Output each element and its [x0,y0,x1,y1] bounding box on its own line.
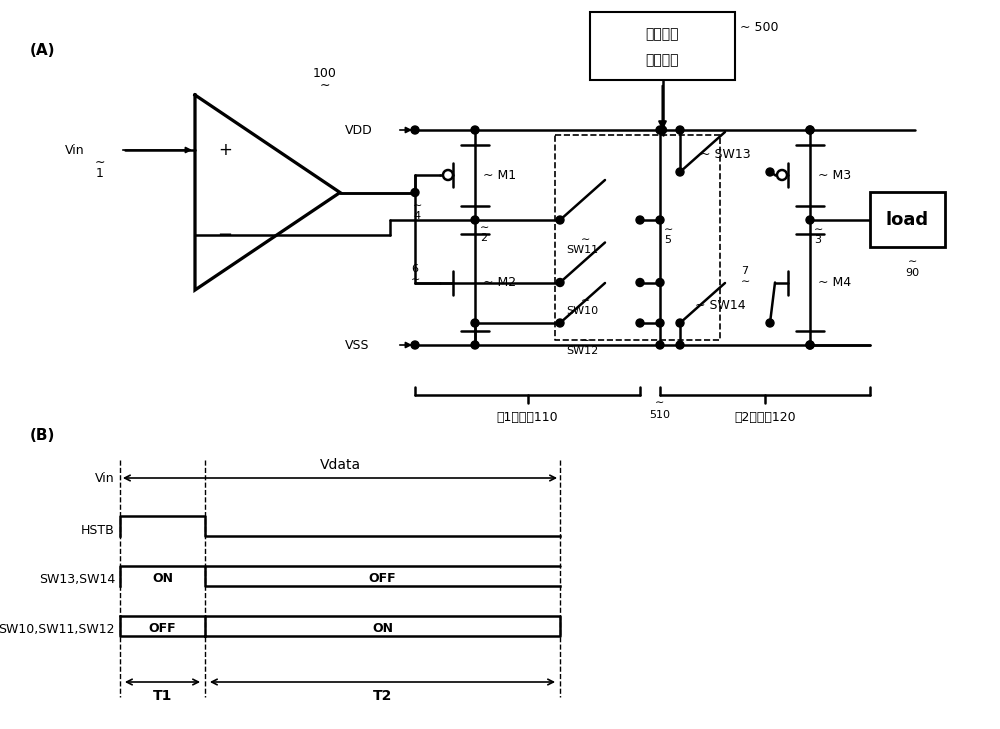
Text: ∼: ∼ [664,225,673,235]
Text: ~ SW13: ~ SW13 [700,147,751,160]
Text: 第2输出级120: 第2输出级120 [734,410,796,424]
Text: 510: 510 [650,410,670,420]
Text: 6: 6 [412,263,418,273]
Text: HSTB: HSTB [81,523,115,537]
Circle shape [766,168,774,176]
Text: ∼: ∼ [908,257,917,267]
Text: Vin: Vin [95,472,115,485]
Text: 1: 1 [96,166,104,179]
Text: ∼: ∼ [740,276,750,286]
Text: ∼: ∼ [655,398,665,408]
Text: 4: 4 [413,211,421,220]
Text: (B): (B) [30,427,55,443]
Text: 7: 7 [741,265,749,276]
Circle shape [556,216,564,224]
Text: VDD: VDD [345,123,373,136]
Circle shape [471,126,479,134]
Circle shape [411,189,419,197]
Circle shape [806,341,814,349]
Text: ∼: ∼ [412,200,422,211]
Text: 90: 90 [905,268,920,278]
Circle shape [656,319,664,327]
Text: 产生电路: 产生电路 [646,53,679,67]
Text: SW12: SW12 [566,346,598,356]
FancyBboxPatch shape [870,192,945,247]
Text: ∼: ∼ [410,275,420,284]
Text: 3: 3 [814,235,821,245]
Circle shape [471,341,479,349]
Text: ∼: ∼ [480,223,489,233]
Circle shape [676,126,684,134]
Text: ∼: ∼ [580,235,590,245]
Circle shape [656,126,664,134]
Text: Vin: Vin [65,144,85,157]
Circle shape [636,319,644,327]
Text: VSS: VSS [345,338,370,351]
Circle shape [636,278,644,286]
Text: ∼: ∼ [580,295,590,305]
Text: ~ M3: ~ M3 [818,168,851,182]
Text: −: − [217,226,233,244]
Circle shape [806,341,814,349]
Text: +: + [218,141,232,159]
Circle shape [656,216,664,224]
Text: SW10,SW11,SW12: SW10,SW11,SW12 [0,623,115,636]
Text: load: load [886,211,929,228]
Text: OFF: OFF [369,572,396,585]
Text: ON: ON [372,622,393,634]
Text: 控制信号: 控制信号 [646,27,679,41]
Circle shape [471,319,479,327]
Circle shape [806,216,814,224]
Text: ∼: ∼ [580,336,590,346]
Text: SW13,SW14: SW13,SW14 [39,574,115,587]
Text: T2: T2 [373,689,392,703]
Circle shape [676,319,684,327]
Circle shape [443,170,453,180]
Circle shape [411,126,419,134]
Circle shape [656,341,664,349]
Text: 5: 5 [664,235,671,245]
Circle shape [636,216,644,224]
Circle shape [556,278,564,286]
Text: ∼: ∼ [320,79,330,92]
Circle shape [676,341,684,349]
Text: OFF: OFF [149,622,176,634]
Text: SW11: SW11 [566,245,598,255]
Text: SW10: SW10 [566,305,598,316]
Text: 2: 2 [480,233,487,243]
Text: Vdata: Vdata [319,458,361,472]
Text: ∼: ∼ [95,155,105,168]
Circle shape [656,278,664,286]
Circle shape [806,126,814,134]
Text: ~ M1: ~ M1 [483,168,516,182]
Text: ON: ON [152,572,173,585]
Text: ~ M4: ~ M4 [818,276,851,289]
Circle shape [766,319,774,327]
Text: ~ 500: ~ 500 [740,20,778,34]
Text: ~ SW14: ~ SW14 [695,298,746,311]
Text: ∼: ∼ [814,225,823,235]
Text: T1: T1 [153,689,172,703]
FancyBboxPatch shape [590,12,735,80]
Text: (A): (A) [30,42,56,58]
Circle shape [658,126,666,134]
Circle shape [471,216,479,224]
Text: 100: 100 [313,66,337,79]
Circle shape [411,341,419,349]
Circle shape [556,319,564,327]
Circle shape [676,168,684,176]
Text: ~ M2: ~ M2 [483,276,516,289]
Circle shape [777,170,787,180]
Circle shape [806,126,814,134]
Text: 第1输出级110: 第1输出级110 [497,410,558,424]
